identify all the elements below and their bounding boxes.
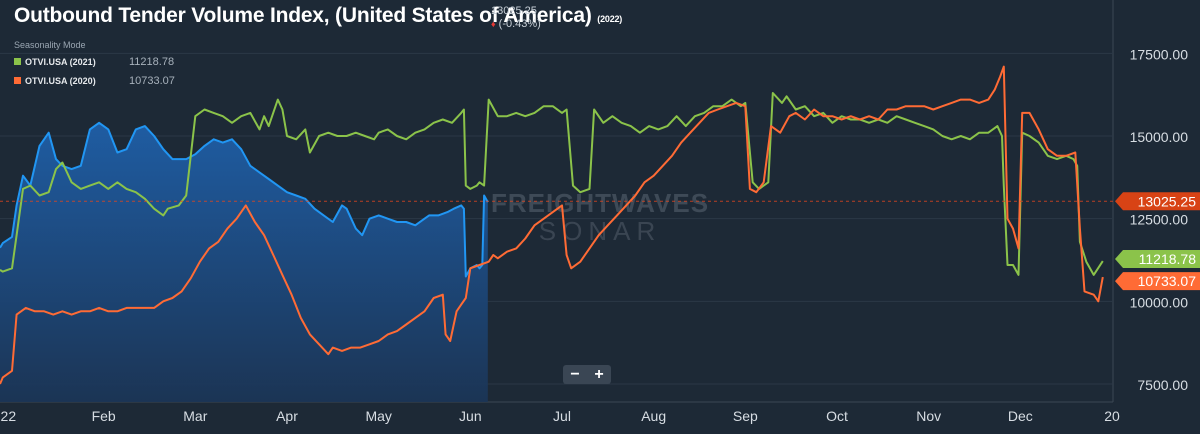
y-tick-label: 17500.00 xyxy=(1130,46,1189,62)
watermark-freightwaves: FREIGHTWAVES xyxy=(491,188,709,218)
series-line-2020[interactable] xyxy=(0,65,1104,385)
zoom-controls: − + xyxy=(563,365,611,384)
seasonality-mode-label: Seasonality Mode xyxy=(14,40,86,50)
x-tick-label: Mar xyxy=(183,408,207,424)
legend-item-2020[interactable]: OTVI.USA (2020) 10733.07 xyxy=(14,71,175,90)
x-tick-label: Dec xyxy=(1008,408,1033,424)
series-line-2022[interactable] xyxy=(0,121,489,278)
series-line-2021[interactable] xyxy=(0,92,1104,276)
legend-value: 11218.78 xyxy=(129,55,175,68)
header-stats: 13025.25 ♦ (-0.43%) xyxy=(491,5,541,31)
series-area-2022 xyxy=(0,122,488,403)
last-value-tag-2020: 10733.07 xyxy=(1115,272,1200,291)
y-tick-label: 10000.00 xyxy=(1130,294,1189,310)
last-value-tag-2021: 11218.78 xyxy=(1115,250,1200,269)
y-tick-label: 15000.00 xyxy=(1130,129,1189,145)
legend-swatch-2021 xyxy=(14,58,21,65)
legend-name: OTVI.USA (2020) xyxy=(25,75,96,86)
x-tick-label: Aug xyxy=(641,408,666,424)
current-value-tag: 13025.25 xyxy=(1115,192,1200,211)
x-tick-label: Sep xyxy=(733,408,758,424)
watermark-sonar: SONAR xyxy=(539,216,661,246)
legend-swatch-2020 xyxy=(14,77,21,84)
percent-change: (-0.43%) xyxy=(498,18,541,30)
zoom-out-button[interactable]: − xyxy=(570,366,580,383)
x-tick-label: Oct xyxy=(826,408,848,424)
svg-text:10733.07: 10733.07 xyxy=(1138,273,1197,289)
svg-text:11218.78: 11218.78 xyxy=(1139,251,1197,267)
chart-title: Outbound Tender Volume Index, (United St… xyxy=(14,4,623,27)
current-value: 13025.25 xyxy=(491,5,537,17)
x-tick-label: Nov xyxy=(916,408,941,424)
down-arrow-icon: ♦ xyxy=(491,19,496,29)
x-tick-label: 20 xyxy=(1104,408,1120,424)
x-tick-label: Jun xyxy=(459,408,482,424)
legend: OTVI.USA (2021) 11218.78 OTVI.USA (2020)… xyxy=(14,52,175,90)
y-tick-label: 12500.00 xyxy=(1130,212,1189,228)
x-tick-label: 22 xyxy=(1,408,17,424)
x-tick-label: Jul xyxy=(553,408,571,424)
zoom-in-button[interactable]: + xyxy=(594,366,604,383)
svg-text:13025.25: 13025.25 xyxy=(1138,193,1197,209)
y-tick-label: 7500.00 xyxy=(1137,377,1188,393)
legend-value: 10733.07 xyxy=(129,74,175,87)
x-tick-label: Apr xyxy=(276,408,298,424)
x-tick-label: May xyxy=(365,408,391,424)
legend-item-2021[interactable]: OTVI.USA (2021) 11218.78 xyxy=(14,52,175,71)
x-tick-label: Feb xyxy=(92,408,116,424)
legend-name: OTVI.USA (2021) xyxy=(25,56,96,67)
